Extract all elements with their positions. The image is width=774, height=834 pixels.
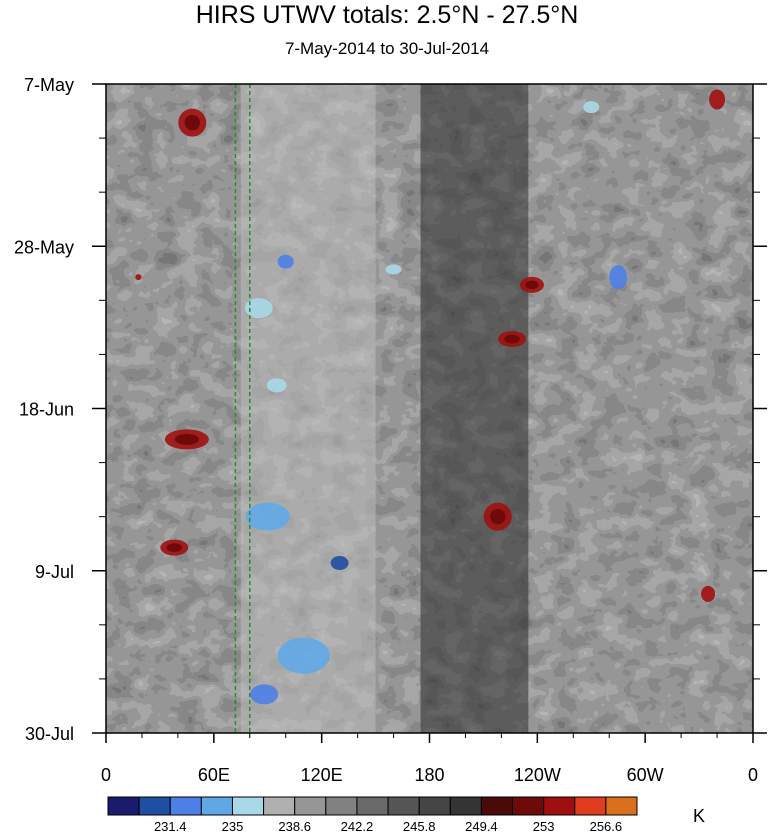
low-value-pocket [277, 637, 330, 674]
low-value-pocket [277, 254, 294, 269]
y-tick-label: 18-Jun [19, 400, 74, 420]
moist-band [240, 84, 376, 733]
low-value-pocket [250, 684, 279, 705]
colorbar-label: 245.8 [403, 819, 436, 834]
colorbar-swatch [480, 796, 514, 816]
colorbar-swatch [512, 796, 545, 816]
chart-subtitle: 7-May-2014 to 30-Jul-2014 [284, 39, 490, 58]
dry-band [420, 84, 529, 733]
high-value-core [504, 334, 520, 344]
low-value-pocket [385, 264, 402, 275]
colorbar-swatch [263, 796, 296, 816]
y-tick-label: 9-Jul [35, 562, 74, 582]
high-value-core [490, 508, 506, 525]
high-value-core [166, 543, 182, 552]
x-tick-label: 0 [748, 765, 758, 785]
reference-lines [234, 84, 251, 733]
colorbar-swatch [387, 796, 420, 816]
colorbar-units: K [693, 806, 706, 826]
y-tick-label: 28-May [14, 237, 74, 257]
colorbar-swatch [543, 796, 576, 816]
colorbar-swatch [138, 796, 171, 816]
y-axis: 7-May 28-May 18-Jun 9-Jul 30-Jul [14, 75, 767, 744]
colorbar-swatch [605, 796, 638, 816]
colorbar-swatch [107, 796, 140, 816]
colorbar-label: 256.6 [590, 819, 623, 834]
contour-field [106, 84, 753, 733]
colorbar-swatch [574, 796, 607, 816]
colorbar-swatch [356, 796, 389, 816]
colorbar-label: 253 [533, 819, 555, 834]
high-value-core [174, 433, 199, 445]
colorbar-label: 242.2 [341, 819, 374, 834]
low-value-pocket [583, 101, 600, 114]
colorbar-swatch [449, 796, 482, 816]
chart-title: HIRS UTWV totals: 2.5°N - 27.5°N [195, 1, 579, 29]
colorbar-label: 231.4 [154, 819, 187, 834]
x-tick-label: 60W [627, 765, 664, 785]
low-value-pocket [609, 265, 628, 290]
x-tick-label: 180 [414, 765, 444, 785]
y-tick-label: 30-Jul [25, 724, 74, 744]
low-value-pocket [266, 378, 287, 393]
colorbar-swatch [231, 796, 265, 816]
low-value-pocket [330, 556, 349, 571]
high-value-core [184, 114, 200, 131]
x-tick-label: 120E [301, 765, 343, 785]
high-value-pocket [709, 89, 726, 110]
y-tick-label: 7-May [24, 75, 74, 95]
low-value-pocket [245, 502, 290, 531]
x-tick-label: 60E [198, 765, 230, 785]
colorbar-label: 238.6 [278, 819, 311, 834]
colorbar-swatch [294, 796, 327, 816]
high-value-pocket [701, 585, 716, 602]
colorbar-swatch [169, 796, 202, 816]
colorbar-swatch [418, 796, 451, 816]
colorbar-label: 235 [222, 819, 244, 834]
x-tick-label: 120W [514, 765, 561, 785]
colorbar-swatch [200, 796, 233, 816]
high-value-core [525, 280, 539, 290]
low-value-pocket [244, 298, 273, 319]
colorbar: 231.4 235 238.6 242.2 245.8 249.4 253 256.6 [107, 796, 638, 834]
colorbar-swatch [325, 796, 358, 816]
x-tick-label: 0 [101, 765, 111, 785]
colorbar-label: 249.4 [465, 819, 498, 834]
high-value-pocket [135, 274, 142, 281]
x-axis: 0 60E 120E 180 120W 60W 0 [101, 733, 758, 785]
